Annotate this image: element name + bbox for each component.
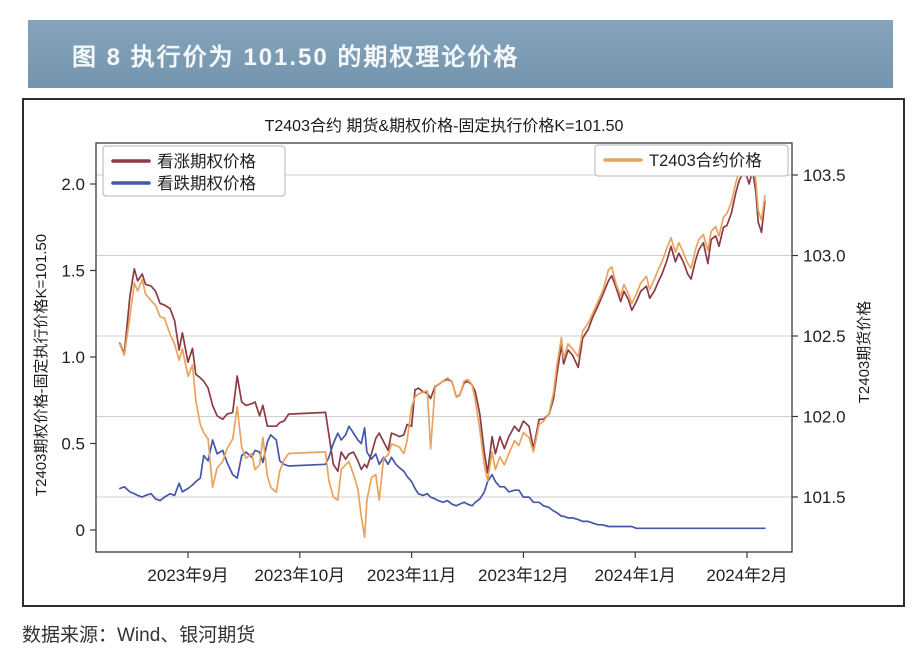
x-axis-tick-label: 2024年1月 — [595, 566, 676, 585]
left-axis-tick-label: 0.5 — [61, 435, 85, 454]
legend-label-call-option-price: 看涨期权价格 — [157, 152, 257, 171]
left-axis-title: T2403期权价格-固定执行价格K=101.50 — [33, 234, 50, 496]
left-axis-tick-label: 1.5 — [61, 262, 85, 281]
x-axis-tick-label: 2023年11月 — [367, 566, 456, 585]
series-line-futures-price — [118, 159, 766, 539]
right-axis-tick-label: 102.5 — [803, 327, 846, 346]
right-axis-tick-label: 103.0 — [803, 247, 846, 266]
data-source-note: 数据来源：Wind、银河期货 — [22, 625, 256, 646]
right-axis-tick-label: 102.0 — [803, 408, 846, 427]
right-axis-title: T2403期货价格 — [856, 301, 873, 404]
right-axis-tick-label: 101.5 — [803, 488, 846, 507]
left-axis-tick-label: 1.0 — [61, 348, 85, 367]
x-axis-tick-label: 2024年2月 — [706, 566, 787, 585]
legend-label-futures-price: T2403合约价格 — [649, 151, 762, 170]
figure-title: 图 8 执行价为 101.50 的期权理论价格 — [72, 43, 520, 71]
legend-label-put-option-price: 看跌期权价格 — [157, 174, 257, 193]
x-axis-tick-label: 2023年10月 — [254, 566, 345, 585]
left-axis-tick-label: 0 — [76, 521, 85, 540]
series-line-call-option-price — [118, 169, 766, 474]
figure-title-bar: 图 8 执行价为 101.50 的期权理论价格 — [28, 20, 893, 88]
series-line-put-option-price — [118, 425, 766, 530]
plot-border — [95, 142, 793, 553]
x-axis-tick-label: 2023年12月 — [478, 566, 569, 585]
legend-futures — [594, 144, 789, 177]
right-axis-tick-label: 103.5 — [803, 166, 846, 185]
left-axis-tick-label: 2.0 — [61, 175, 85, 194]
x-axis-tick-label: 2023年9月 — [147, 566, 228, 585]
chart-title: T2403合约 期货&期权价格-固定执行价格K=101.50 — [265, 117, 624, 135]
